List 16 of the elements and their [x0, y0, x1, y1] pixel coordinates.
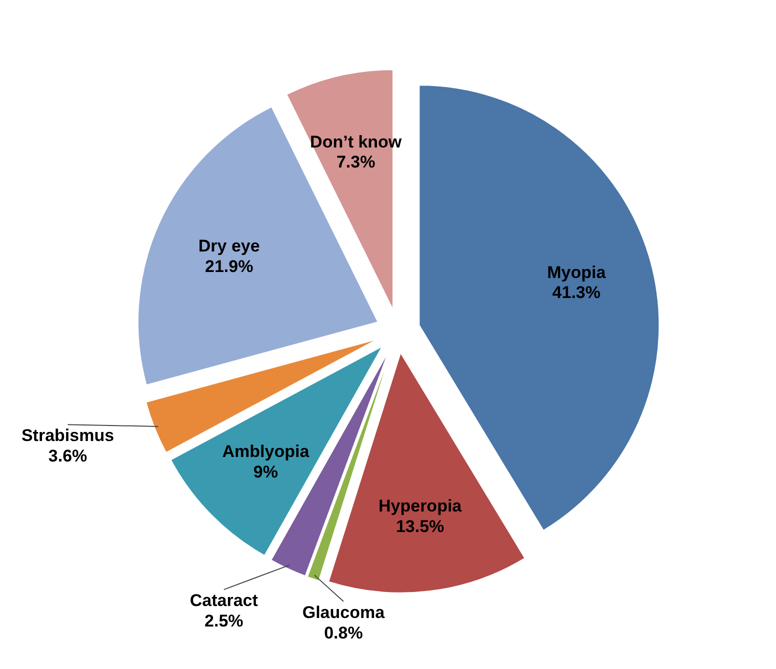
data-label: 3.6% [48, 446, 88, 466]
data-label: 41.3% [552, 283, 600, 302]
data-label: 21.9% [205, 256, 254, 276]
data-label: 13.5% [396, 516, 444, 536]
slice-label: Dry eye [198, 236, 260, 256]
slice-label: Glaucoma [302, 603, 386, 622]
data-label: 0.8% [324, 623, 363, 642]
data-label: 2.5% [204, 612, 244, 631]
slice-label: Amblyopia [222, 442, 310, 462]
slice-label: Hyperopia [378, 496, 462, 516]
slice-label: Myopia [547, 262, 606, 282]
data-label: 7.3% [336, 152, 376, 172]
slice-label: Don’t know [310, 132, 402, 152]
slice-label: Cataract [190, 591, 258, 610]
slice-label: Strabismus [21, 426, 114, 446]
data-label: 9% [253, 462, 278, 482]
